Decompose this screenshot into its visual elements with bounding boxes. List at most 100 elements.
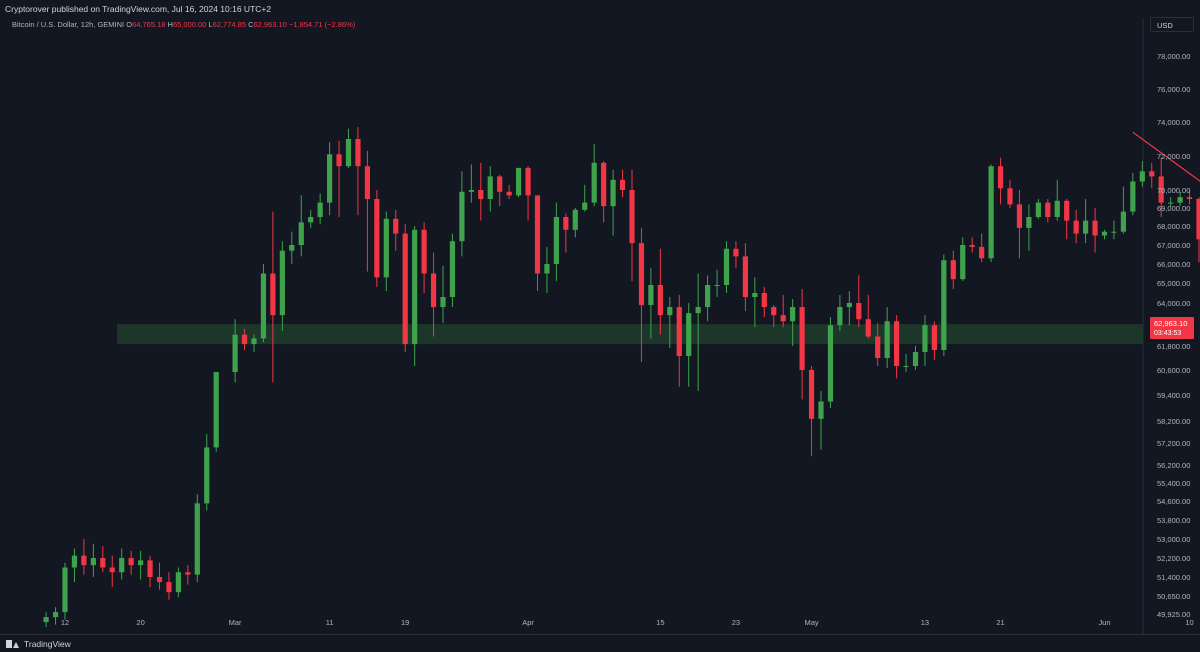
candle[interactable] [449, 233, 456, 308]
candle[interactable] [81, 539, 87, 575]
candle[interactable] [884, 307, 890, 368]
candle[interactable] [506, 184, 512, 199]
candle[interactable] [383, 211, 389, 291]
candle[interactable] [430, 252, 437, 337]
candle[interactable] [166, 572, 172, 600]
candle[interactable] [780, 295, 786, 328]
candle[interactable] [601, 161, 607, 223]
candle[interactable] [119, 548, 125, 580]
candle[interactable] [894, 315, 900, 379]
candle[interactable] [232, 319, 238, 383]
candle[interactable] [336, 140, 342, 217]
candle[interactable] [100, 546, 106, 573]
candle[interactable] [43, 612, 49, 628]
candle[interactable] [969, 237, 975, 253]
candle[interactable] [1196, 197, 1200, 263]
candle[interactable] [771, 305, 777, 328]
support-zone[interactable] [117, 324, 1143, 345]
candle[interactable] [241, 328, 248, 350]
candle[interactable] [71, 548, 78, 583]
candle[interactable] [1149, 162, 1155, 189]
candle[interactable] [175, 567, 181, 598]
candle[interactable] [667, 297, 673, 348]
candle[interactable] [194, 494, 200, 583]
candle[interactable] [260, 264, 267, 343]
candle[interactable] [846, 291, 852, 326]
candle[interactable] [478, 162, 484, 221]
candle[interactable] [279, 241, 285, 331]
candle[interactable] [1073, 209, 1079, 244]
candle[interactable] [979, 233, 985, 263]
candle[interactable] [109, 555, 115, 588]
candle[interactable] [1111, 220, 1117, 240]
candle[interactable] [582, 184, 588, 212]
candle[interactable] [374, 190, 380, 287]
candle[interactable] [799, 289, 805, 400]
candle[interactable] [1035, 199, 1041, 219]
candle[interactable] [903, 354, 909, 373]
candle[interactable] [912, 346, 919, 370]
candle[interactable] [52, 607, 59, 625]
candle[interactable] [204, 434, 210, 511]
candle[interactable] [686, 303, 692, 387]
candle[interactable] [516, 167, 522, 198]
candle[interactable] [345, 128, 352, 168]
candle[interactable] [988, 164, 994, 263]
candle[interactable] [629, 169, 635, 282]
candle[interactable] [553, 202, 559, 282]
candle[interactable] [657, 248, 663, 335]
candle[interactable] [421, 222, 427, 293]
candle[interactable] [742, 243, 748, 312]
candle[interactable] [1168, 197, 1174, 207]
candle[interactable] [1158, 157, 1164, 217]
candle[interactable] [875, 323, 881, 366]
candle[interactable] [827, 317, 834, 408]
candle[interactable] [856, 275, 862, 328]
candle[interactable] [610, 169, 616, 236]
candle[interactable] [705, 275, 711, 322]
candle[interactable] [1083, 199, 1089, 244]
candle[interactable] [497, 174, 503, 207]
candle[interactable] [714, 269, 720, 297]
candle[interactable] [960, 237, 966, 282]
candle[interactable] [185, 565, 191, 585]
candle[interactable] [922, 315, 928, 366]
candle[interactable] [790, 299, 796, 346]
candle[interactable] [90, 543, 96, 577]
candle[interactable] [1130, 173, 1136, 216]
candle[interactable] [156, 562, 163, 590]
candle[interactable] [997, 157, 1004, 205]
candle[interactable] [676, 295, 682, 387]
candle[interactable] [1045, 199, 1051, 223]
candle[interactable] [534, 195, 541, 291]
candle[interactable] [62, 562, 68, 620]
candle[interactable] [723, 241, 730, 293]
candle[interactable] [931, 321, 937, 360]
candle[interactable] [638, 227, 645, 362]
candle[interactable] [364, 150, 370, 272]
candle[interactable] [317, 193, 323, 225]
candle[interactable] [752, 277, 758, 328]
candle[interactable] [270, 211, 276, 383]
candle[interactable] [128, 550, 134, 575]
candle[interactable] [1186, 190, 1193, 205]
candle[interactable] [440, 265, 446, 324]
candle[interactable] [1016, 190, 1023, 259]
candle[interactable] [544, 246, 550, 293]
candle[interactable] [468, 164, 474, 203]
candle[interactable] [1092, 208, 1098, 253]
candle[interactable] [1007, 179, 1013, 208]
candle[interactable] [487, 166, 493, 212]
candle[interactable] [865, 295, 871, 339]
candle[interactable] [412, 226, 418, 366]
candle[interactable] [733, 241, 739, 268]
candle[interactable] [591, 144, 597, 207]
candle[interactable] [393, 209, 399, 251]
candle[interactable] [308, 209, 314, 228]
candle[interactable] [1101, 229, 1108, 240]
candle[interactable] [941, 254, 947, 357]
candle[interactable] [648, 267, 654, 339]
candle[interactable] [837, 295, 843, 331]
candle[interactable] [525, 166, 531, 221]
